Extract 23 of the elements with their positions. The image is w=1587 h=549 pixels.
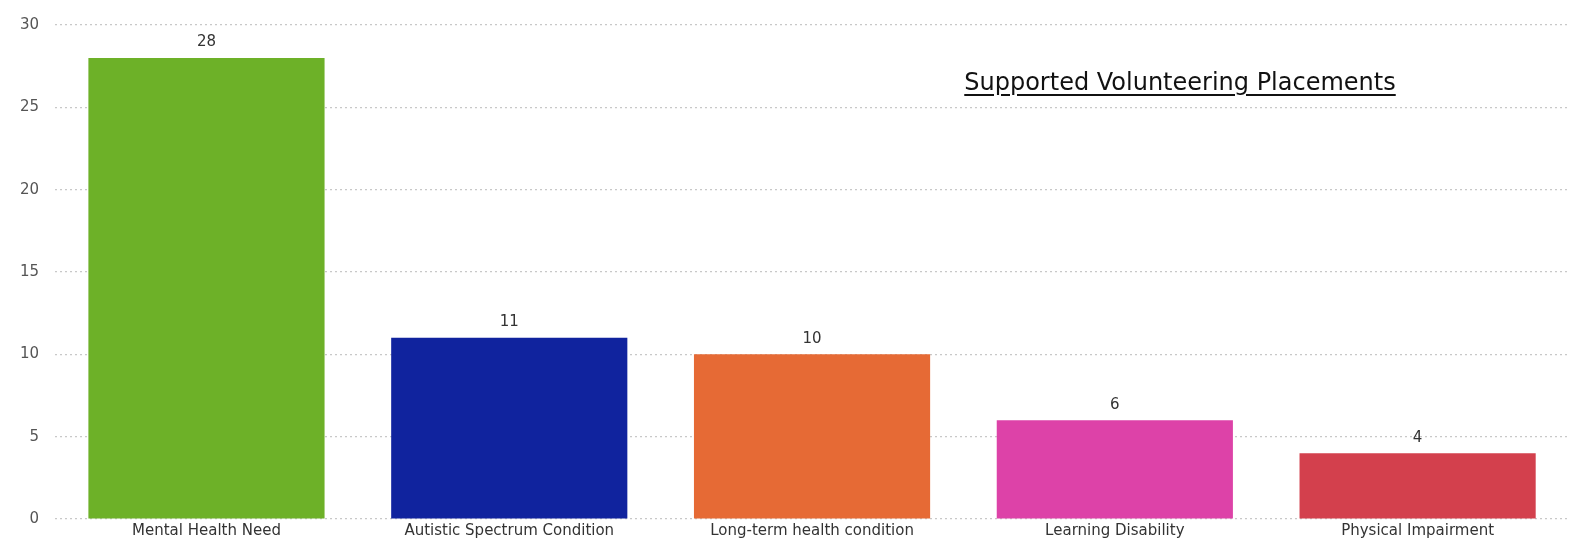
- x-tick-label: Autistic Spectrum Condition: [404, 520, 615, 539]
- y-tick-label: 0: [29, 508, 40, 527]
- y-tick-label: 10: [19, 344, 40, 363]
- x-tick-label: Mental Health Need: [132, 520, 281, 539]
- data-label: 6: [1110, 394, 1120, 413]
- bar: [391, 337, 628, 519]
- x-tick-label: Physical Impairment: [1341, 520, 1495, 539]
- bar: [693, 354, 931, 519]
- text: Supported Volunteering Placements: [963, 68, 1397, 96]
- y-tick-label: 20: [19, 179, 40, 198]
- data-label: 11: [499, 312, 519, 331]
- y-tick-label: 25: [19, 97, 40, 116]
- bar: [1299, 453, 1536, 519]
- bar: [88, 57, 325, 519]
- data-label: 4: [1412, 427, 1423, 446]
- data-label: 10: [802, 328, 822, 347]
- y-tick-label: 5: [29, 426, 40, 445]
- x-tick-label: Long-term health condition: [710, 520, 914, 539]
- bar: [996, 420, 1233, 519]
- data-label: 28: [196, 32, 217, 51]
- x-tick-label: Learning Disability: [1045, 520, 1185, 539]
- y-tick-label: 30: [19, 14, 40, 33]
- y-tick-label: 15: [19, 261, 40, 280]
